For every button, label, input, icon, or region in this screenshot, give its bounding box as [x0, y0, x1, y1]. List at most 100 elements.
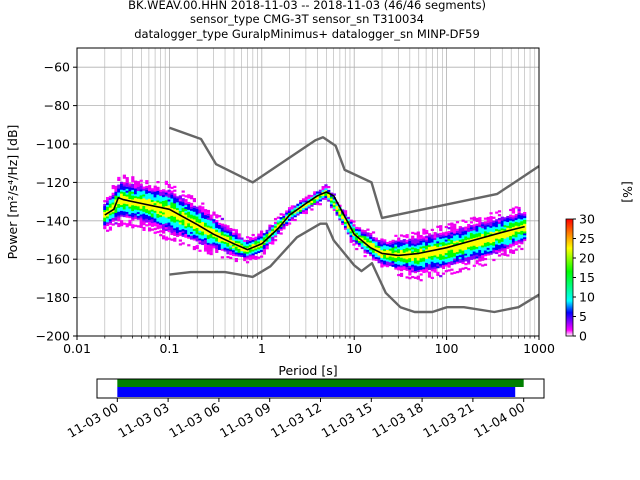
density-cell: [366, 228, 370, 231]
density-cell: [195, 214, 199, 217]
density-cell: [495, 246, 499, 249]
density-cell: [131, 214, 135, 217]
density-cell: [164, 228, 168, 231]
density-cell: [377, 249, 381, 252]
density-cell: [369, 244, 373, 247]
density-cell: [380, 242, 384, 245]
density-cell: [455, 228, 460, 231]
density-cell: [145, 189, 149, 192]
density-cell: [453, 235, 457, 238]
density-cell: [413, 244, 418, 247]
density-cell: [523, 223, 527, 226]
density-cell: [167, 195, 171, 198]
density-cell: [327, 195, 331, 198]
density-cell: [134, 205, 138, 208]
density-cell: [301, 207, 306, 211]
density-cell: [184, 233, 188, 236]
density-cell: [509, 233, 513, 237]
density-cell: [399, 255, 404, 258]
density-cell: [237, 246, 241, 249]
density-cell: [422, 263, 426, 266]
density-cell: [469, 257, 474, 260]
density-cell: [254, 240, 258, 243]
density-cell: [206, 252, 210, 255]
density-cell: [511, 230, 516, 233]
density-cell: [408, 248, 412, 251]
density-cell: [282, 223, 286, 226]
density-cell: [209, 218, 213, 221]
density-cell: [346, 218, 350, 221]
density-cell: [285, 221, 289, 225]
density-cell: [243, 239, 247, 242]
density-cell: [469, 255, 474, 259]
density-cell: [156, 225, 160, 228]
density-cell: [106, 216, 110, 219]
density-cell: [304, 204, 308, 207]
density-cell: [467, 260, 471, 263]
density-cell: [422, 268, 426, 272]
density-cell: [357, 238, 362, 241]
density-cell: [117, 224, 121, 228]
density-cell: [248, 244, 252, 247]
density-cell: [478, 234, 482, 237]
density-cell: [495, 249, 499, 253]
density-cell: [402, 262, 406, 265]
density-cell: [293, 215, 297, 218]
density-cell: [125, 188, 129, 191]
density-cell: [475, 235, 479, 238]
density-cell: [458, 256, 462, 260]
density-cell: [475, 260, 479, 263]
density-cell: [514, 215, 518, 219]
density-cell: [388, 261, 392, 265]
density-cell: [324, 193, 328, 197]
density-cell: [198, 217, 202, 220]
density-cell: [234, 248, 238, 251]
density-cell: [430, 248, 434, 251]
density-cell: [357, 244, 362, 247]
density-cell: [223, 230, 227, 233]
density-cell: [175, 211, 180, 214]
density-cell: [259, 230, 264, 233]
density-cell: [175, 234, 180, 237]
density-cell: [511, 219, 516, 222]
density-cell: [506, 227, 510, 230]
density-cell: [447, 234, 451, 237]
density-cell: [156, 200, 160, 203]
density-cell: [520, 224, 524, 228]
density-cell: [436, 264, 440, 267]
density-cell: [226, 225, 230, 228]
density-cell: [198, 209, 202, 212]
density-cell: [327, 186, 331, 189]
density-cell: [117, 222, 121, 226]
density-cell: [433, 247, 437, 250]
density-cell: [523, 217, 527, 220]
density-cell: [206, 215, 210, 218]
density-cell: [405, 257, 409, 260]
density-cell: [301, 209, 306, 213]
density-cell: [310, 202, 314, 205]
density-cell: [399, 267, 404, 270]
density-cell: [231, 244, 236, 247]
density-cell: [497, 229, 502, 232]
density-cell: [411, 266, 415, 269]
density-cell: [514, 242, 518, 245]
density-cell: [203, 226, 208, 229]
density-cell: [419, 242, 423, 245]
density-cell: [134, 190, 138, 193]
density-cell: [355, 230, 359, 233]
density-cell: [495, 251, 499, 255]
density-cell: [178, 224, 182, 227]
density-cell: [503, 232, 507, 235]
density-cell: [492, 222, 496, 225]
density-cell: [223, 228, 227, 231]
density-cell: [357, 227, 362, 230]
density-cell: [371, 242, 376, 246]
density-cell: [458, 228, 462, 231]
density-cell: [416, 233, 420, 236]
density-cell: [189, 210, 194, 213]
density-cell: [181, 201, 185, 205]
density-cell: [203, 241, 208, 244]
density-cell: [475, 238, 479, 242]
density-cell: [447, 223, 451, 226]
density-cell: [503, 247, 507, 251]
